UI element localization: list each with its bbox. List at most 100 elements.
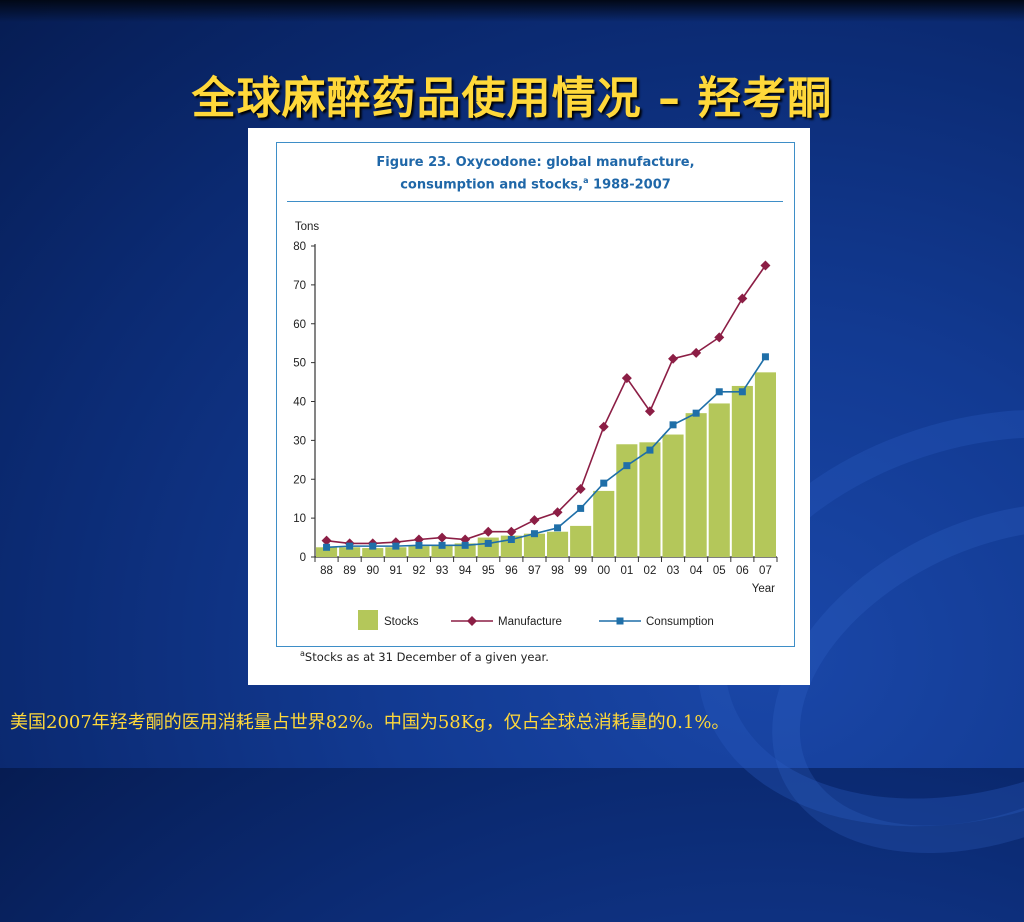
point-manufacture-00 xyxy=(598,421,609,432)
figure-title-superscript: a xyxy=(583,176,589,185)
legend-marker-manufacture xyxy=(467,616,477,626)
legend-label-manufacture: Manufacture xyxy=(498,616,562,628)
bar-stocks-98 xyxy=(547,531,569,557)
point-consumption-07 xyxy=(761,353,769,361)
figure-title-years: 1988-2007 xyxy=(588,177,671,193)
y-axis-label: Tons xyxy=(295,221,320,233)
slide-title: 全球麻醉药品使用情况 – 羟考酮 xyxy=(191,73,833,124)
x-tick-label: 98 xyxy=(551,565,564,577)
footnote-superscript: a xyxy=(300,649,305,658)
point-manufacture-95 xyxy=(483,526,494,537)
point-manufacture-93 xyxy=(437,532,448,543)
point-manufacture-01 xyxy=(621,373,632,384)
bar-stocks-89 xyxy=(339,547,361,557)
point-consumption-98 xyxy=(554,524,562,532)
point-consumption-03 xyxy=(669,421,677,429)
point-consumption-96 xyxy=(507,536,515,544)
legend-label-consumption: Consumption xyxy=(646,616,714,628)
bar-stocks-91 xyxy=(385,547,407,557)
point-manufacture-04 xyxy=(691,347,702,358)
x-tick-label: 88 xyxy=(320,565,333,577)
bar-stocks-01 xyxy=(616,444,638,557)
figure-title-line2-text: consumption and stocks, xyxy=(400,177,584,193)
bar-stocks-90 xyxy=(362,548,384,557)
x-tick-label: 92 xyxy=(413,565,426,577)
point-manufacture-06 xyxy=(737,293,748,304)
bar-stocks-03 xyxy=(662,434,684,557)
y-tick-label: 30 xyxy=(293,435,306,447)
point-consumption-91 xyxy=(392,542,400,550)
point-consumption-90 xyxy=(369,542,377,550)
point-consumption-01 xyxy=(623,462,631,470)
figure-title-rule xyxy=(287,201,783,202)
point-consumption-05 xyxy=(715,388,723,396)
point-consumption-95 xyxy=(484,539,492,547)
x-tick-label: 91 xyxy=(389,565,402,577)
point-consumption-00 xyxy=(600,479,608,487)
x-tick-label: 93 xyxy=(436,565,449,577)
bar-stocks-88 xyxy=(316,547,338,557)
slide-note: 美国2007年羟考酮的医用消耗量占世界82%。中国为58Kg，仅占全球总消耗量的… xyxy=(10,712,730,733)
figure-frame: Figure 23. Oxycodone: global manufacture… xyxy=(276,142,795,647)
bar-stocks-92 xyxy=(408,546,430,557)
bar-stocks-94 xyxy=(454,543,476,557)
point-consumption-92 xyxy=(415,541,423,549)
y-tick-label: 20 xyxy=(293,474,306,486)
figure-card: Figure 23. Oxycodone: global manufacture… xyxy=(248,128,810,685)
y-tick-label: 10 xyxy=(293,513,306,525)
x-tick-label: 95 xyxy=(482,565,495,577)
point-manufacture-02 xyxy=(644,406,655,417)
point-consumption-06 xyxy=(738,388,746,396)
point-consumption-02 xyxy=(646,446,654,454)
x-tick-label: 90 xyxy=(366,565,379,577)
bar-stocks-99 xyxy=(570,525,592,557)
bar-stocks-93 xyxy=(431,545,453,557)
legend-label-stocks: Stocks xyxy=(384,616,419,628)
point-manufacture-98 xyxy=(552,507,563,518)
x-tick-label: 96 xyxy=(505,565,518,577)
footnote-text: Stocks as at 31 December of a given year… xyxy=(304,649,549,664)
point-consumption-93 xyxy=(438,541,446,549)
point-consumption-94 xyxy=(461,541,469,549)
point-manufacture-99 xyxy=(575,483,586,494)
x-tick-label: 01 xyxy=(620,565,633,577)
point-manufacture-03 xyxy=(668,353,679,364)
x-tick-label: 02 xyxy=(644,565,657,577)
y-tick-label: 50 xyxy=(293,358,306,370)
point-consumption-04 xyxy=(692,409,700,417)
point-manufacture-96 xyxy=(506,526,517,537)
legend-swatch-stocks xyxy=(358,610,378,630)
x-tick-label: 03 xyxy=(667,565,680,577)
x-tick-label: 00 xyxy=(597,565,610,577)
x-tick-label: 99 xyxy=(574,565,587,577)
point-manufacture-07 xyxy=(760,260,771,271)
x-tick-label: 07 xyxy=(759,565,772,577)
point-manufacture-91 xyxy=(390,537,401,548)
x-tick-label: 94 xyxy=(459,565,472,577)
y-tick-label: 60 xyxy=(293,319,306,331)
point-consumption-89 xyxy=(346,542,354,550)
point-consumption-97 xyxy=(530,530,538,538)
bar-stocks-06 xyxy=(731,385,753,557)
bar-stocks-05 xyxy=(708,403,730,557)
x-tick-label: 05 xyxy=(713,565,726,577)
figure-title-line2: consumption and stocks,a 1988-2007 xyxy=(277,176,794,192)
point-manufacture-05 xyxy=(714,332,725,343)
bar-stocks-00 xyxy=(593,490,615,557)
bar-stocks-02 xyxy=(639,442,661,557)
x-tick-label: 04 xyxy=(690,565,703,577)
point-consumption-88 xyxy=(323,543,331,551)
point-manufacture-88 xyxy=(321,535,332,546)
legend-marker-consumption xyxy=(616,617,624,625)
figure-footnote: aStocks as at 31 December of a given yea… xyxy=(300,649,549,664)
bar-stocks-04 xyxy=(685,413,707,557)
x-tick-label: 97 xyxy=(528,565,541,577)
y-tick-label: 0 xyxy=(300,552,306,564)
point-manufacture-97 xyxy=(529,515,540,526)
figure-title-line1: Figure 23. Oxycodone: global manufacture… xyxy=(376,155,695,170)
bar-stocks-97 xyxy=(523,533,545,557)
point-consumption-99 xyxy=(577,504,585,512)
x-tick-label: 89 xyxy=(343,565,356,577)
top-band xyxy=(0,0,1024,22)
